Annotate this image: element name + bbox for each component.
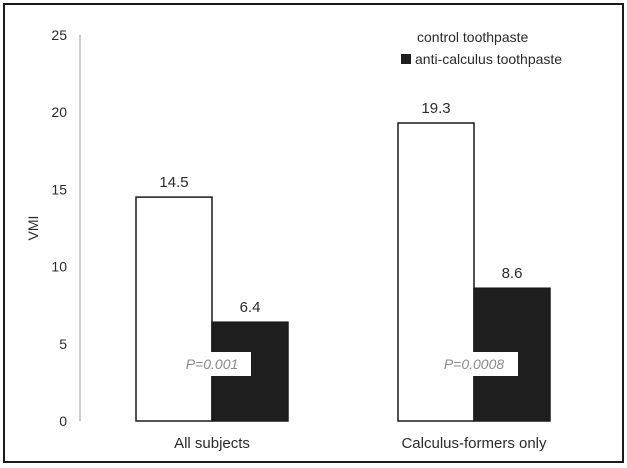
data-label-1-0: 6.4 — [240, 299, 261, 316]
y-tick-label-1: 5 — [59, 336, 67, 352]
data-labels-group: 14.5 6.4 19.3 8.6 — [159, 100, 522, 316]
y-tick-label-4: 20 — [51, 104, 67, 120]
p-value-box-1 — [430, 352, 518, 376]
y-tick-label-5: 25 — [51, 27, 67, 43]
y-tick-label-2: 10 — [51, 259, 67, 275]
bar-control-1 — [397, 122, 475, 422]
y-tick-label-0: 0 — [59, 413, 67, 429]
legend: control toothpaste anti-calculus toothpa… — [401, 29, 562, 67]
y-axis-label: VMI — [25, 216, 41, 241]
legend-label-anti-calculus: anti-calculus toothpaste — [415, 51, 562, 67]
p-value-0: P=0.001 — [186, 356, 239, 372]
p-value-box-0 — [173, 352, 251, 376]
p-value-1: P=0.0008 — [444, 356, 505, 372]
category-label-1: Calculus-formers only — [401, 435, 547, 452]
p-value-annotations: P=0.001 P=0.0008 — [173, 352, 518, 376]
data-label-1-1: 8.6 — [502, 265, 523, 282]
legend-label-control: control toothpaste — [417, 29, 529, 45]
y-tick-label-3: 15 — [51, 181, 67, 197]
bar-control-0 — [135, 196, 213, 422]
x-category-labels: All subjects Calculus-formers only — [174, 435, 547, 452]
category-label-0: All subjects — [174, 435, 250, 452]
data-label-0-1: 19.3 — [421, 100, 450, 117]
legend-swatch-anti-calculus — [401, 54, 411, 64]
data-label-0-0: 14.5 — [159, 174, 188, 191]
y-tick-labels: 0 5 10 15 20 25 — [51, 27, 67, 429]
